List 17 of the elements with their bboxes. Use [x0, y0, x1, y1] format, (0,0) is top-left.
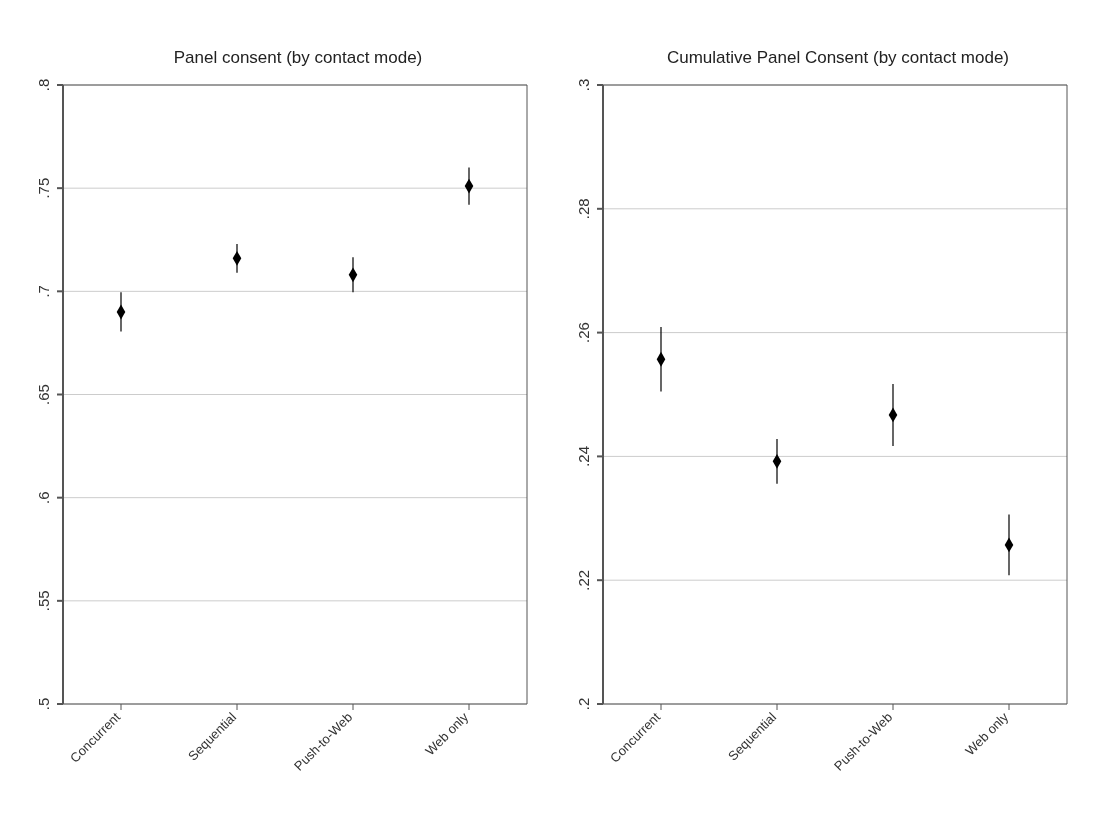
y-tick-label: .28	[575, 198, 592, 220]
y-tick-label: .75	[35, 177, 52, 199]
y-tick-label: .8	[35, 78, 52, 92]
x-tick-label: Web only	[962, 709, 1012, 759]
y-tick-label: .26	[575, 322, 592, 344]
y-tick-label: .7	[35, 285, 52, 298]
y-tick-label: .2	[575, 697, 592, 711]
y-tick-label: .22	[575, 569, 592, 591]
y-tick-label: .65	[35, 384, 52, 405]
chart-title: Panel consent (by contact mode)	[172, 48, 424, 69]
y-tick-label: .55	[35, 590, 52, 612]
x-tick-label: Web only	[422, 709, 472, 759]
chart-title: Cumulative Panel Consent (by contact mode)	[665, 48, 1011, 69]
y-tick-label: .5	[35, 697, 52, 711]
y-tick-label: .3	[575, 78, 592, 92]
y-tick-label: .24	[575, 445, 592, 467]
y-tick-label: .6	[35, 491, 52, 504]
